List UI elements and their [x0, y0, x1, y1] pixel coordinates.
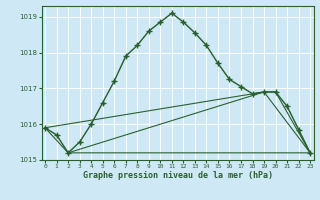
X-axis label: Graphe pression niveau de la mer (hPa): Graphe pression niveau de la mer (hPa): [83, 171, 273, 180]
